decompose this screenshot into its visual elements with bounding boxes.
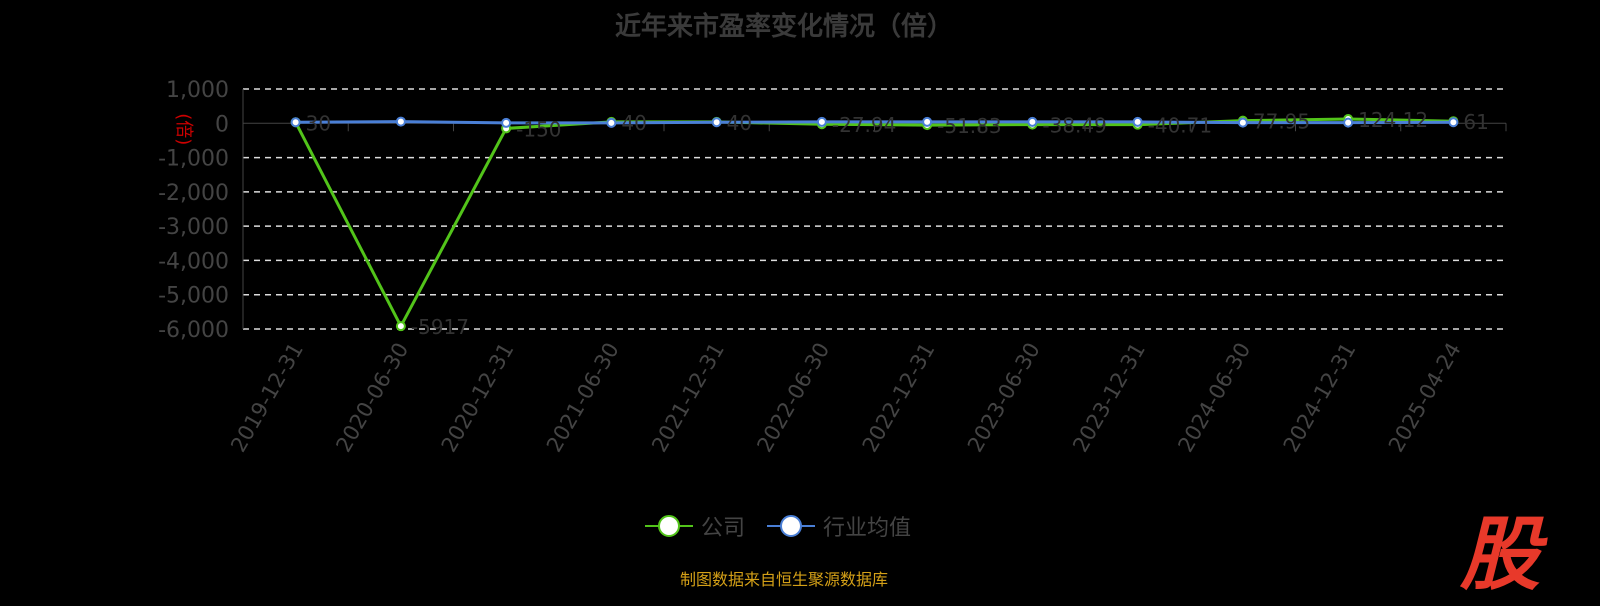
data-point xyxy=(606,117,617,128)
chart-title: 近年来市盈率变化情况（倍） xyxy=(614,12,953,42)
data-point xyxy=(1237,117,1248,128)
series-line-0 xyxy=(294,117,1454,330)
data-point xyxy=(922,116,933,127)
legend: 公司 行业均值 xyxy=(645,510,911,542)
data-label: -38.49 xyxy=(1042,114,1106,138)
data-point xyxy=(1448,117,1459,128)
data-point xyxy=(816,116,827,127)
data-point xyxy=(395,321,406,332)
data-point xyxy=(1132,116,1143,127)
y-axis-label: (倍) xyxy=(173,113,194,145)
y-tick-label: -1,000 xyxy=(158,147,229,172)
x-tick-label: 2021-06-30 xyxy=(542,339,624,457)
y-tick-label: 1,000 xyxy=(166,78,229,103)
line-chart: 1,000 0 -1,000 -2,000 -3,000 -4,000 -5,000 -6,0… xyxy=(158,78,1507,457)
x-tick-label: 2024-06-30 xyxy=(1173,339,1255,457)
data-label: 124.12 xyxy=(1358,108,1428,132)
data-point xyxy=(1027,116,1038,127)
x-tick-label: 2022-12-31 xyxy=(858,339,940,457)
data-label: -40.71 xyxy=(1148,114,1212,138)
x-tick-label: 2023-06-30 xyxy=(963,339,1045,457)
x-tick-label: 2021-12-31 xyxy=(647,339,729,457)
x-tick-label: 2025-04-24 xyxy=(1384,339,1466,457)
y-tick-label: -5,000 xyxy=(158,284,229,309)
data-label: 77.95 xyxy=(1253,110,1310,134)
x-tick-label: 2022-06-30 xyxy=(752,339,834,457)
data-point xyxy=(711,117,722,128)
y-tick-label: 0 xyxy=(215,112,229,137)
y-tick-label: -6,000 xyxy=(158,318,229,343)
x-tick-label: 2024-12-31 xyxy=(1279,339,1361,457)
x-tick-label: 2020-06-30 xyxy=(331,339,413,457)
data-point xyxy=(290,117,301,128)
source-note: 制图数据来自恒生聚源数据库 xyxy=(679,570,888,589)
data-label: 40 xyxy=(727,111,752,135)
data-label: -27.94 xyxy=(832,113,896,137)
data-label: 61 xyxy=(1463,110,1488,134)
x-tick-label: 2023-12-31 xyxy=(1068,339,1150,457)
x-tick-label: 2020-12-31 xyxy=(437,339,519,457)
data-point xyxy=(1343,117,1354,128)
x-tick-label: 2019-12-31 xyxy=(226,339,308,457)
y-tick-label: -4,000 xyxy=(158,249,229,274)
legend-item-company[interactable]: 公司 xyxy=(645,510,745,542)
series-line-1 xyxy=(295,120,1454,125)
data-point xyxy=(501,117,512,128)
legend-label: 行业均值 xyxy=(823,516,912,541)
y-tick-label: -2,000 xyxy=(158,181,229,206)
legend-label: 公司 xyxy=(701,516,746,541)
legend-item-industry[interactable]: 行业均值 xyxy=(767,510,911,542)
data-label: -150 xyxy=(516,117,561,141)
data-label: 30 xyxy=(306,111,331,135)
data-point xyxy=(395,116,406,127)
data-label: -51.83 xyxy=(937,114,1001,138)
data-label: -5917 xyxy=(411,315,469,339)
y-tick-label: -3,000 xyxy=(158,215,229,240)
logo: 股 xyxy=(1460,508,1540,601)
data-label: 40 xyxy=(621,111,646,135)
